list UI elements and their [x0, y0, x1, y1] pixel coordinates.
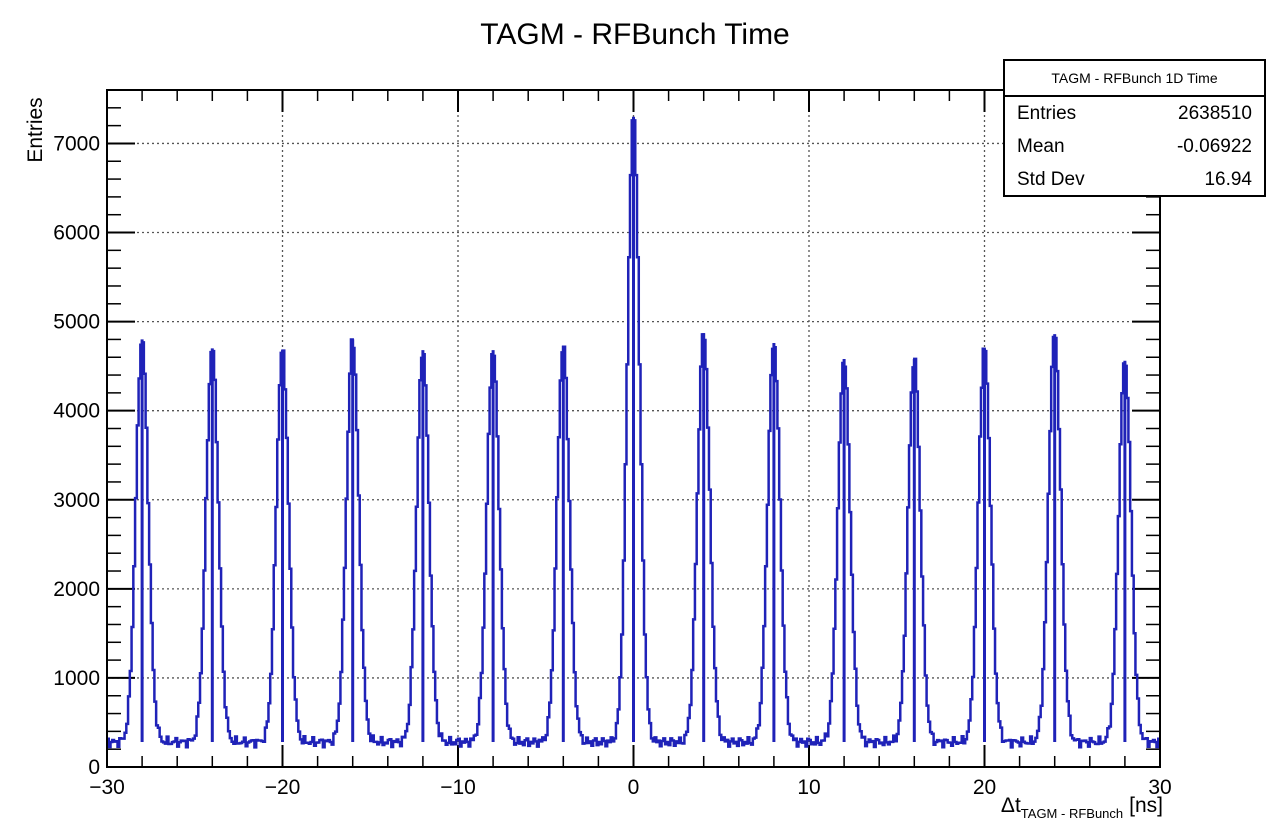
stats-box: TAGM - RFBunch 1D Time Entries 2638510 M…: [1003, 59, 1266, 197]
x-tick-label: 30: [1148, 776, 1171, 799]
x-axis-label-sub: TAGM - RFBunch: [1021, 806, 1123, 821]
chart-title: TAGM - RFBunch Time: [480, 18, 790, 51]
peak-markers: [140, 116, 1127, 743]
stats-label: Mean: [1017, 135, 1065, 157]
x-tick-label: −30: [89, 776, 125, 799]
y-tick-label: 5000: [53, 311, 100, 334]
y-tick-label: 1000: [53, 667, 100, 690]
y-axis-label: Entries: [24, 97, 47, 162]
x-axis-label: ΔtTAGM - RFBunch [ns]: [1001, 794, 1163, 821]
y-tick-label: 3000: [53, 489, 100, 512]
stats-label: Std Dev: [1017, 168, 1085, 190]
stats-row-stddev: Std Dev 16.94: [1005, 163, 1264, 196]
axis-ticks: [106, 90, 1161, 768]
y-tick-label: 7000: [53, 132, 100, 155]
stats-label: Entries: [1017, 102, 1077, 124]
x-axis-label-main: Δt: [1001, 794, 1021, 817]
x-axis-label-unit: [ns]: [1129, 794, 1163, 817]
plot-frame: [106, 89, 1161, 768]
y-tick-label: 2000: [53, 578, 100, 601]
x-tick-label: −20: [265, 776, 301, 799]
y-tick-label: 6000: [53, 222, 100, 245]
stats-title: TAGM - RFBunch 1D Time: [1005, 61, 1264, 97]
stats-value: 2638510: [1178, 102, 1252, 124]
x-tick-label: −10: [440, 776, 476, 799]
x-tick-label: 10: [797, 776, 820, 799]
x-tick-label: 0: [628, 776, 640, 799]
stats-row-mean: Mean -0.06922: [1005, 130, 1264, 163]
stats-value: 16.94: [1204, 168, 1252, 190]
x-tick-label: 20: [973, 776, 996, 799]
y-tick-label: 4000: [53, 400, 100, 423]
y-tick-label: 0: [88, 756, 100, 779]
stats-row-entries: Entries 2638510: [1005, 97, 1264, 130]
stats-value: -0.06922: [1176, 135, 1252, 157]
tick-labels: −30 −20 −10 0 10 20 30 0 1000 2000 3000 4000 5000 600…: [53, 132, 1171, 799]
